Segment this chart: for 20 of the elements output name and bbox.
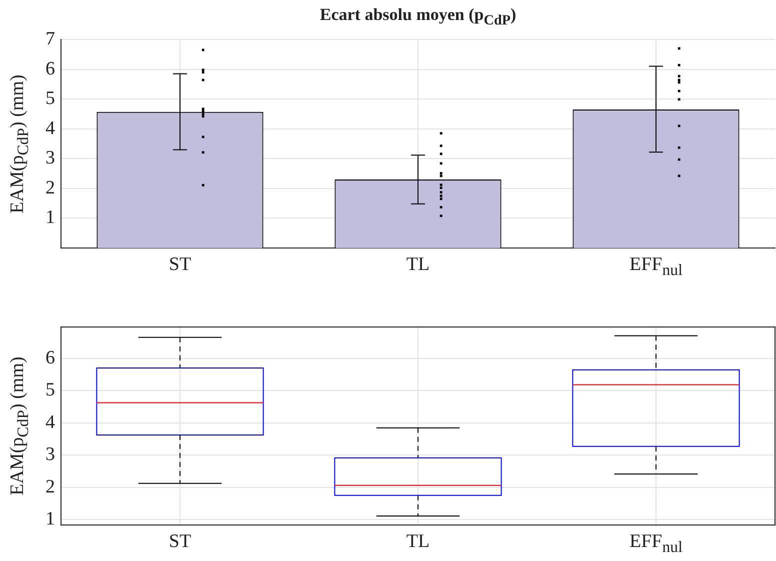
x-tick-label: EFF$_{nul}$ [630, 531, 682, 557]
x-tick-label: EFF$_{nul}$ [630, 254, 682, 280]
y-tick-label: 5 [46, 380, 55, 401]
chart-title: Ecart absolu moyen (p$_{CdP}$) [320, 5, 516, 30]
y-tick-label: 4 [46, 412, 56, 433]
x-tick-label: TL [406, 254, 430, 276]
y-tick-label: 2 [46, 177, 55, 198]
y-tick-label: 1 [46, 508, 55, 530]
y-tick-label: 5 [46, 88, 55, 110]
y-tick-label: 7 [46, 28, 55, 50]
y-tick-label: 6 [46, 58, 55, 80]
y-tick-label: 4 [46, 118, 56, 139]
y-tick-label: 3 [46, 444, 55, 466]
y-tick-label: 6 [46, 347, 55, 368]
x-tick-label: ST [168, 254, 192, 276]
y-tick-label: 2 [46, 476, 55, 498]
x-tick-label: ST [168, 531, 192, 553]
y-tick-label: 1 [46, 207, 55, 228]
y-tick-label: 3 [46, 148, 55, 169]
x-tick-label: TL [406, 531, 430, 553]
